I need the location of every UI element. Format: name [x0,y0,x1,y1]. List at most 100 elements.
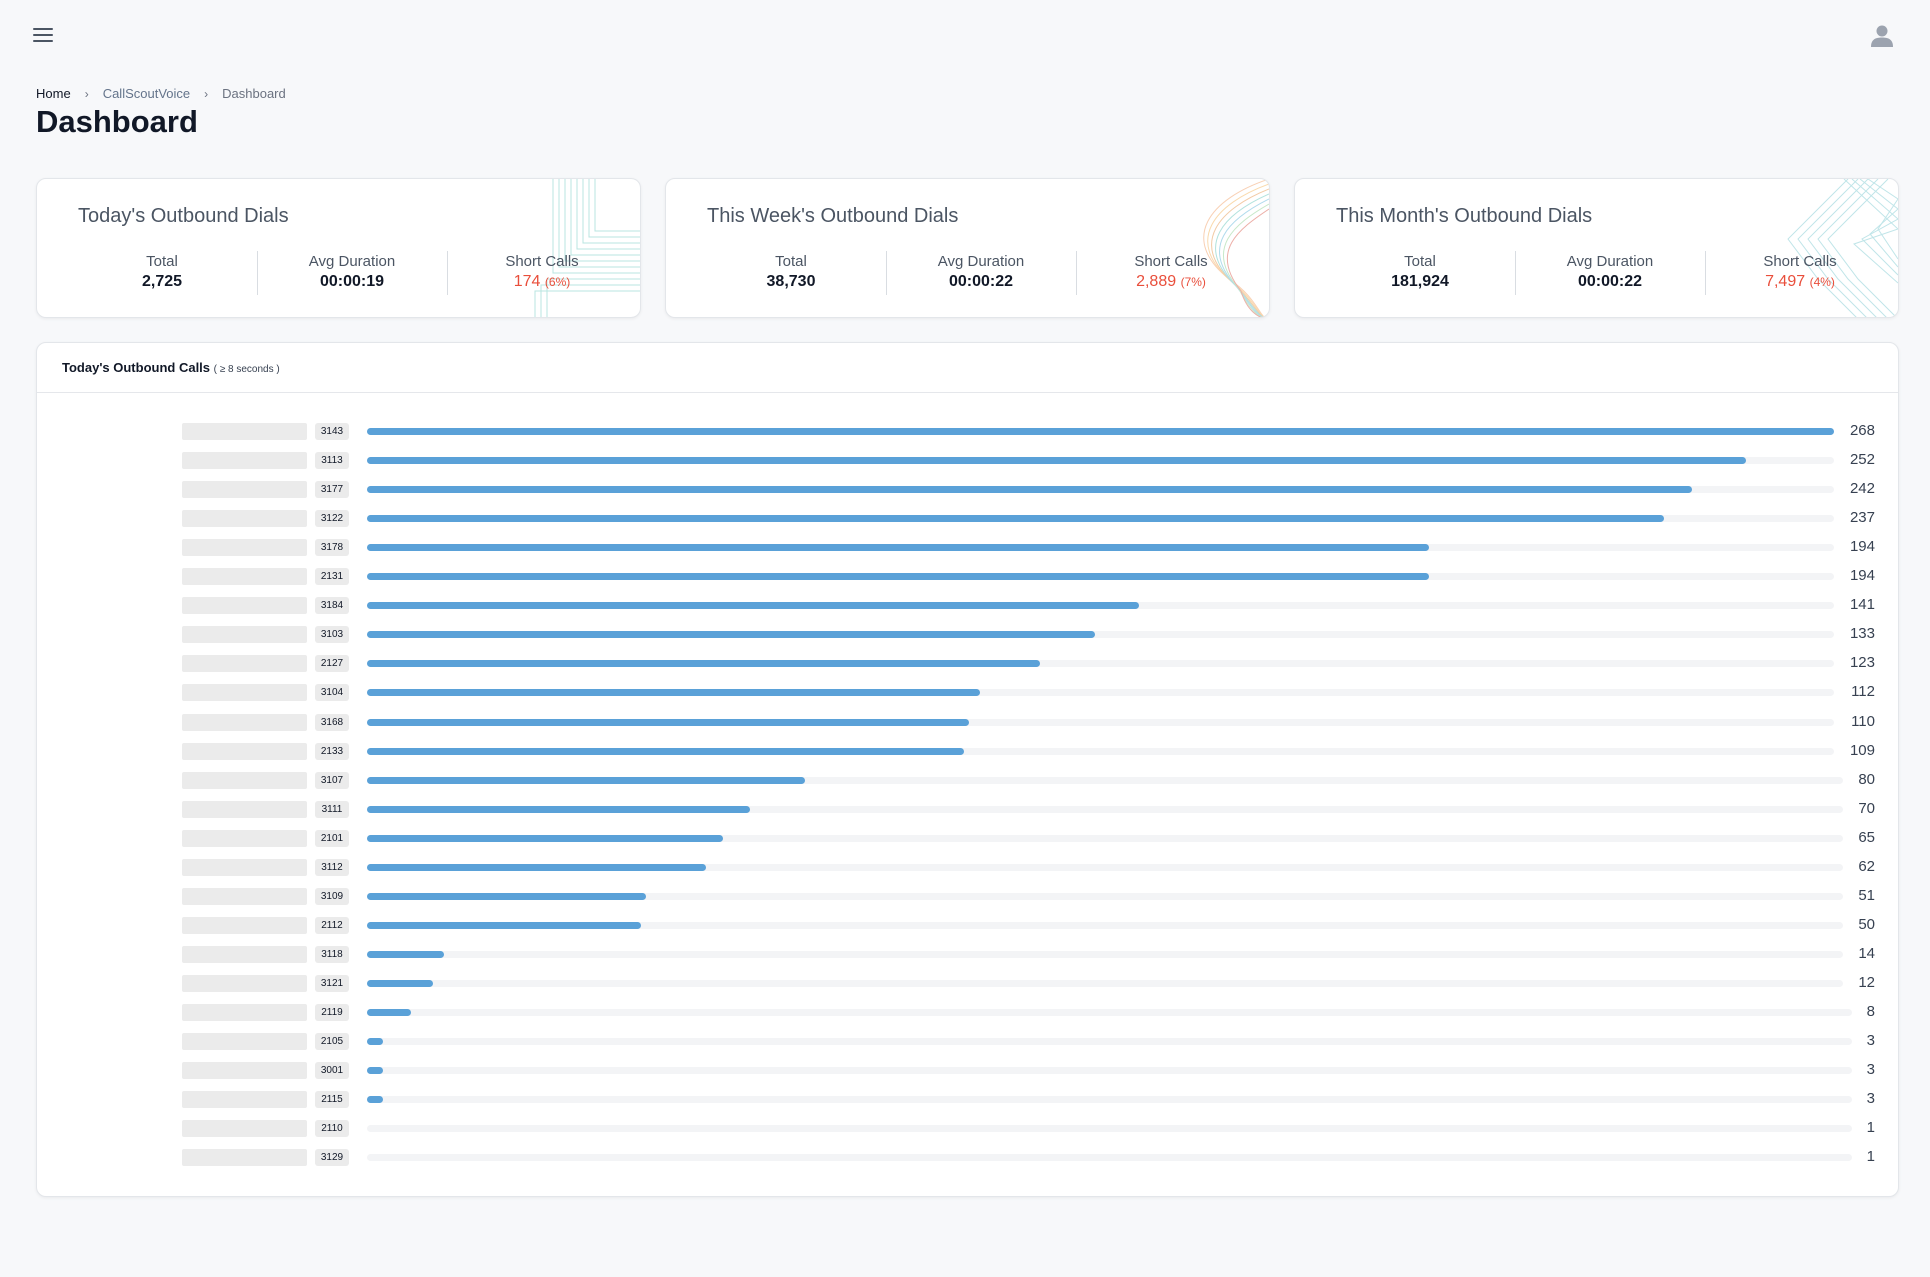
bar-row: 2133 109 [37,740,1900,760]
extension-label: 3001 [315,1062,349,1080]
bar-fill [367,776,805,784]
call-count-label: 3 [1866,1090,1875,1108]
bar-row: 3112 62 [37,856,1900,876]
call-count-label: 268 [1849,422,1875,439]
bar-fill [367,689,981,697]
bar-track [367,921,1843,929]
extension-label: 3103 [315,626,349,644]
extension-label: 3177 [315,481,349,499]
extension-label: 2110 [315,1120,349,1138]
top-bar [0,0,1930,70]
agent-name-placeholder [182,974,307,992]
bar-fill [367,863,707,871]
extension-label: 3112 [315,858,349,876]
bar-row: 2115 3 [37,1088,1900,1109]
bar-track [367,1125,1852,1133]
bar-row: 2110 1 [37,1117,1900,1138]
bar-row: 3184 141 [37,594,1900,615]
bar-fill [367,544,1429,552]
bar-row: 3143 268 [37,420,1900,440]
agent-name-placeholder [182,568,307,586]
extension-label: 3109 [315,887,349,905]
bar-track [367,1096,1852,1104]
agent-name-placeholder [182,597,307,615]
month-dials-card: This Month's Outbound Dials Total 181,92… [1294,178,1899,318]
extension-label: 3104 [315,684,349,702]
bar-row: 3168 110 [37,711,1900,731]
call-count-label: 109 [1849,741,1875,759]
card-decoration [1787,179,1898,317]
bar-track [367,1009,1852,1016]
card-title: Today's Outbound Calls [62,360,211,375]
breadcrumb-app[interactable]: CallScoutVoice [102,86,191,101]
breadcrumb-home[interactable]: Home [36,86,71,101]
bar-row: 2101 65 [37,827,1900,847]
call-count-label: 70 [1858,799,1875,817]
extension-label: 2105 [315,1033,349,1051]
bar-row: 2105 3 [37,1030,1900,1051]
bar-track [367,631,1834,639]
bar-row: 3121 12 [37,972,1900,992]
bar-track [367,1038,1852,1046]
bar-track [367,457,1834,465]
bar-track [367,718,1834,726]
bar-fill [367,486,1692,494]
bar-track [367,776,1843,784]
bar-row: 3129 1 [37,1146,1900,1167]
extension-label: 3121 [315,974,349,992]
hamburger-menu-icon[interactable] [30,24,56,46]
agent-name-placeholder [182,684,307,702]
call-count-label: 112 [1851,683,1875,701]
call-count-label: 62 [1858,857,1875,875]
breadcrumb: Home › CallScoutVoice › Dashboard [36,86,286,101]
extension-label: 3118 [315,945,349,963]
card-decoration [1203,179,1269,317]
extension-label: 3129 [315,1149,349,1167]
page-title: Dashboard [36,104,198,139]
agent-name-placeholder [182,481,307,499]
agent-name-placeholder [182,858,307,876]
agent-name-placeholder [182,626,307,644]
bar-fill [367,805,751,813]
bar-track [367,602,1834,610]
metric-short-calls: Short Calls 7,497 (4%) [1705,251,1895,297]
user-avatar-icon[interactable] [1870,24,1894,48]
bar-row: 3103 133 [37,623,1900,644]
bar-fill [367,1067,384,1075]
metric-total: Total 181,924 [1391,253,1449,290]
agent-name-placeholder [182,945,307,963]
call-count-label: 8 [1866,1003,1875,1020]
bar-track [367,1154,1852,1162]
bar-track [367,979,1843,987]
bar-track [367,660,1834,668]
bar-row: 3177 242 [37,478,1900,499]
agent-name-placeholder [182,1149,307,1167]
extension-label: 3168 [315,713,349,731]
bar-row: 3109 51 [37,885,1900,905]
bar-track [367,863,1843,871]
call-count-label: 110 [1851,712,1875,730]
bar-fill [367,1096,384,1104]
bar-row: 2112 50 [37,914,1900,934]
breadcrumb-current: Dashboard [222,86,286,101]
bar-fill [367,573,1429,581]
metric-total: Total 38,730 [766,253,816,290]
bar-row: 3001 3 [37,1059,1900,1080]
call-count-label: 1 [1866,1119,1875,1137]
bar-track [367,747,1834,755]
call-count-label: 242 [1849,480,1875,498]
agent-name-placeholder [182,1091,307,1109]
extension-label: 2115 [315,1091,349,1109]
call-count-label: 1 [1866,1148,1875,1166]
bar-track [367,573,1834,581]
call-count-label: 141 [1849,596,1875,614]
agent-name-placeholder [182,916,307,934]
card-decoration [534,179,640,317]
extension-label: 3122 [315,510,349,528]
agent-name-placeholder [182,713,307,731]
outbound-calls-card: Today's Outbound Calls ( ≥ 8 seconds ) 3… [36,342,1899,1197]
call-count-label: 3 [1866,1061,1875,1079]
extension-label: 2101 [315,829,349,847]
extension-label: 3178 [315,539,349,557]
agent-name-placeholder [182,539,307,557]
